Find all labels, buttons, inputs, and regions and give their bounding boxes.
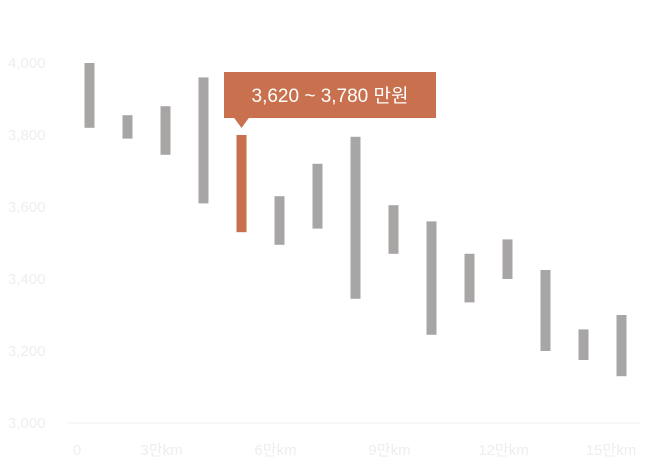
x-axis-tick-labels: 0 3만km 6만km 9만km 12만km 15만km xyxy=(73,442,636,459)
tooltip-pointer xyxy=(233,117,250,128)
range-bar[interactable] xyxy=(464,253,475,303)
y-tick-label: 3,800 xyxy=(8,127,46,144)
range-bar[interactable] xyxy=(426,221,437,335)
x-tick-label: 0 xyxy=(73,442,81,459)
range-bar[interactable] xyxy=(350,136,361,299)
range-bar[interactable] xyxy=(198,77,209,204)
range-bar[interactable] xyxy=(160,106,171,155)
range-bar[interactable] xyxy=(388,205,399,254)
x-tick-label: 3만km xyxy=(140,442,182,459)
range-bar[interactable] xyxy=(84,63,95,128)
x-tick-label: 6만km xyxy=(254,442,296,459)
range-bars xyxy=(84,63,627,377)
range-bar[interactable] xyxy=(312,163,323,229)
x-tick-label: 9만km xyxy=(368,442,410,459)
y-tick-label: 4,000 xyxy=(8,55,46,72)
y-tick-label: 3,400 xyxy=(8,271,46,288)
range-bar[interactable] xyxy=(122,115,133,139)
tooltip-text: 3,620 ~ 3,780 만원 xyxy=(252,85,409,107)
tooltip-box xyxy=(224,72,436,118)
range-bar[interactable] xyxy=(274,196,285,245)
y-tick-label: 3,200 xyxy=(8,343,46,360)
y-axis-tick-labels: 4,000 3,800 3,600 3,400 3,200 3,000 xyxy=(8,55,46,432)
range-bar[interactable] xyxy=(578,329,589,360)
range-bar-highlighted[interactable] xyxy=(236,135,247,233)
range-bar[interactable] xyxy=(502,239,513,279)
x-tick-label: 12만km xyxy=(478,442,528,459)
range-bar[interactable] xyxy=(616,315,627,377)
price-tooltip: 3,620 ~ 3,780 만원 xyxy=(224,72,436,128)
range-bar[interactable] xyxy=(540,270,551,351)
y-tick-label: 3,600 xyxy=(8,199,46,216)
y-tick-label: 3,000 xyxy=(8,415,46,432)
x-tick-label: 15만km xyxy=(586,442,636,459)
